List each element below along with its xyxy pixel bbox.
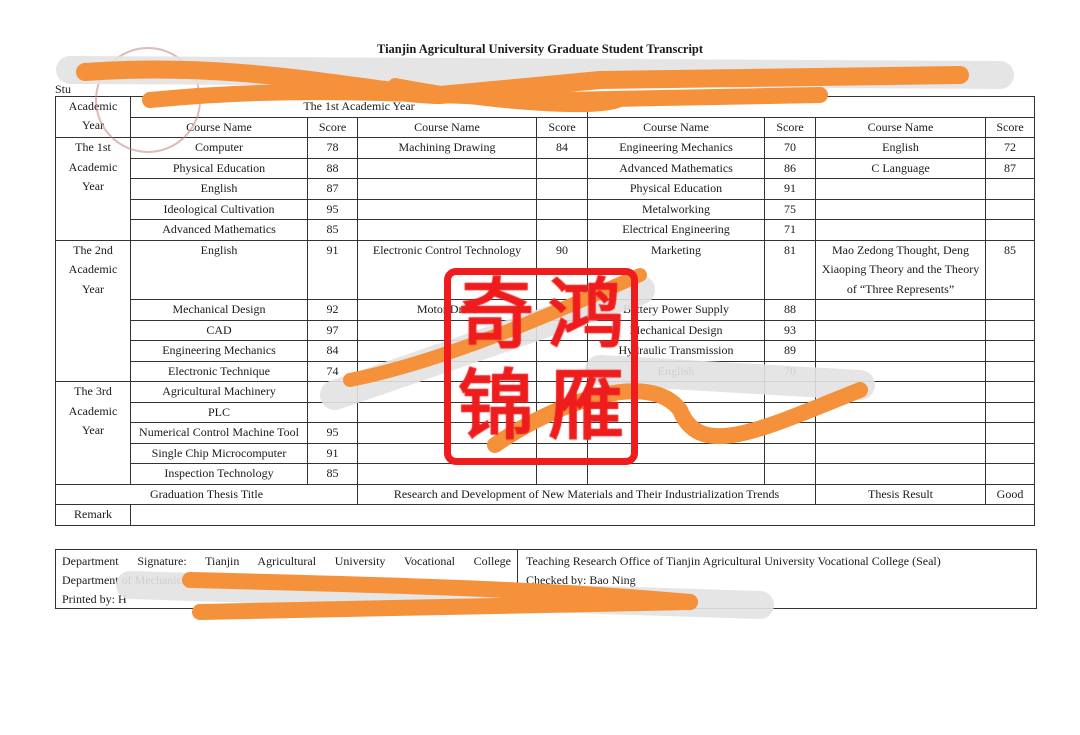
course-score: 84 bbox=[307, 340, 358, 362]
office-seal: Teaching Research Office of Tianjin Agri… bbox=[526, 554, 941, 568]
orange-redaction bbox=[388, 78, 627, 112]
checked-by: Checked by: Bao Ning bbox=[526, 573, 636, 587]
watermark-stamp bbox=[444, 268, 638, 465]
printed-by: Printed by: H bbox=[62, 592, 127, 606]
orange-redaction bbox=[182, 572, 698, 620]
course-score: 84 bbox=[536, 137, 588, 159]
dept-signature: Department Signature: Tianjin Agricultur… bbox=[62, 554, 511, 568]
student-label: Stu bbox=[55, 82, 72, 96]
course-name: English bbox=[815, 137, 986, 159]
course-score: 70 bbox=[764, 137, 816, 159]
course-score: 71 bbox=[764, 219, 816, 241]
academic-year-header: Academic Year bbox=[55, 96, 131, 138]
table-row: English 87 Physical Education 91 bbox=[56, 178, 1035, 200]
course-name: Machining Drawing bbox=[357, 137, 537, 159]
document-title: Tianjin Agricultural University Graduate… bbox=[376, 42, 704, 56]
score-header: Score bbox=[307, 116, 358, 138]
academic-year-label: The 3rd Academic Year bbox=[55, 381, 131, 485]
column-header-row: Course Name Score Course Name Score Course N… bbox=[56, 116, 1035, 138]
gray-redaction bbox=[585, 355, 875, 400]
course-score: 85 bbox=[307, 463, 358, 485]
table-row: The 1st Academic Year Computer 78 Machining… bbox=[55, 137, 1035, 241]
thesis-title: Research and Development of New Material… bbox=[357, 483, 816, 505]
table-row: Inspection Technology 85 bbox=[56, 463, 1035, 485]
course-name: Mao Zedong Thought, Deng Xiaoping Theory… bbox=[815, 239, 986, 300]
academic-year-label: The 2nd Academic Year bbox=[55, 239, 131, 382]
table-row: Advanced Mathematics 85 Electrical Enginee… bbox=[56, 219, 1035, 241]
course-score: 78 bbox=[307, 137, 358, 159]
course-name: English bbox=[130, 239, 308, 300]
academic-year-label: The 1st Academic Year bbox=[55, 137, 131, 241]
remark-row: Remark bbox=[55, 504, 1035, 526]
table-row: Physical Education 88 Advanced Mathematics… bbox=[56, 157, 1035, 179]
thesis-result-label: Thesis Result bbox=[815, 483, 986, 505]
course-name-header: Course Name bbox=[130, 116, 308, 138]
score-header: Score bbox=[764, 116, 816, 138]
course-name: Advanced Mathematics bbox=[587, 157, 765, 179]
remark-value bbox=[130, 504, 1035, 526]
course-name: Agricultural Machinery bbox=[130, 381, 308, 403]
stamp-graphic bbox=[451, 275, 631, 458]
thesis-label: Graduation Thesis Title bbox=[55, 483, 358, 505]
thesis-row: Graduation Thesis Title Research and Deve… bbox=[55, 483, 1035, 505]
course-score: 85 bbox=[985, 239, 1035, 300]
course-score: 75 bbox=[764, 198, 816, 220]
course-score: 89 bbox=[764, 340, 816, 362]
course-name: Single Chip Microcomputer bbox=[130, 442, 308, 464]
